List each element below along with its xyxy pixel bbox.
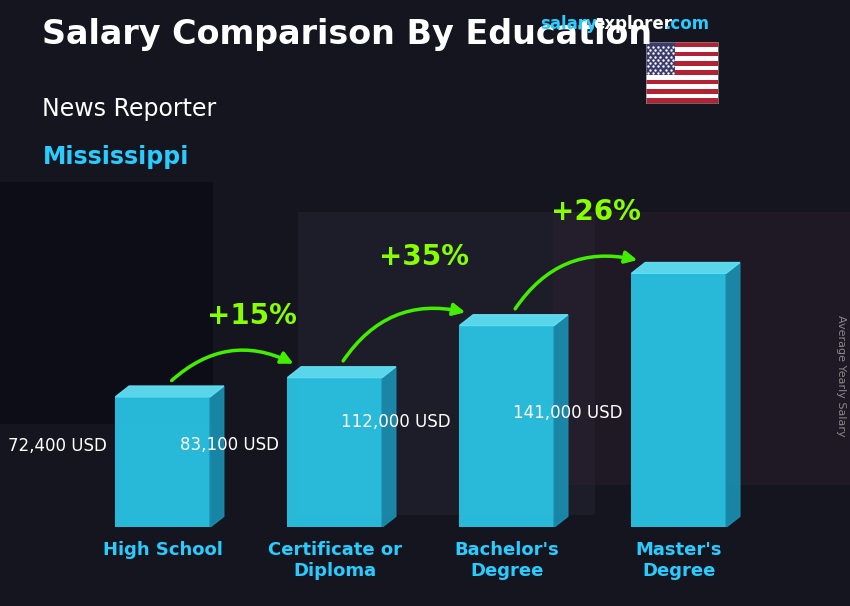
Polygon shape [210, 386, 224, 527]
Text: salary: salary [540, 15, 597, 33]
Polygon shape [460, 315, 568, 325]
Text: 72,400 USD: 72,400 USD [8, 438, 107, 455]
Bar [646, 89, 718, 94]
Bar [287, 378, 382, 527]
Polygon shape [116, 386, 224, 397]
Bar [646, 42, 718, 47]
Text: +15%: +15% [207, 302, 298, 330]
Text: Salary Comparison By Education: Salary Comparison By Education [42, 18, 653, 51]
Text: explorer: explorer [593, 15, 672, 33]
Bar [0, 182, 212, 424]
Bar [646, 94, 718, 98]
Bar [460, 325, 554, 527]
Text: +35%: +35% [379, 243, 469, 271]
Bar [646, 65, 718, 70]
Bar [298, 212, 595, 515]
Bar [646, 52, 718, 56]
Text: News Reporter: News Reporter [42, 97, 217, 121]
Text: .com: .com [664, 15, 709, 33]
Bar [632, 273, 726, 527]
Bar [552, 212, 850, 485]
Text: 112,000 USD: 112,000 USD [341, 413, 450, 431]
Bar [646, 75, 718, 80]
Bar [116, 397, 210, 527]
Polygon shape [554, 315, 568, 527]
Polygon shape [726, 262, 740, 527]
Text: Mississippi: Mississippi [42, 145, 189, 170]
Polygon shape [632, 262, 740, 273]
Text: 141,000 USD: 141,000 USD [513, 404, 623, 422]
Bar [646, 56, 718, 61]
Text: Average Yearly Salary: Average Yearly Salary [836, 315, 846, 436]
Bar [646, 80, 718, 84]
Bar [646, 47, 718, 52]
Bar [646, 98, 718, 103]
Text: 83,100 USD: 83,100 USD [180, 436, 279, 454]
Bar [646, 61, 718, 65]
Polygon shape [382, 367, 396, 527]
Text: +26%: +26% [552, 198, 641, 226]
Bar [646, 70, 718, 75]
Bar [646, 42, 675, 75]
Bar [646, 84, 718, 89]
Polygon shape [287, 367, 396, 378]
